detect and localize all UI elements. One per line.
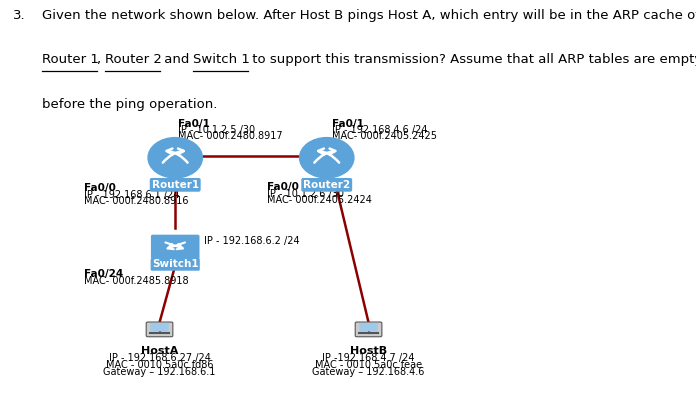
Text: IP - 192.168.6.1 /24: IP - 192.168.6.1 /24 bbox=[84, 189, 180, 200]
Text: MAC - 0010.5a0c.fd86: MAC - 0010.5a0c.fd86 bbox=[106, 360, 213, 370]
Text: Router 2: Router 2 bbox=[105, 53, 162, 66]
Text: Fa0/1: Fa0/1 bbox=[177, 119, 209, 129]
Text: before the ping operation.: before the ping operation. bbox=[42, 98, 217, 111]
Text: Switch1: Switch1 bbox=[152, 259, 198, 270]
Circle shape bbox=[148, 138, 203, 178]
FancyBboxPatch shape bbox=[355, 322, 382, 337]
Text: 3.: 3. bbox=[13, 9, 26, 22]
Text: Switch 1: Switch 1 bbox=[193, 53, 250, 66]
Text: IP - 10.1.2.6 /30: IP - 10.1.2.6 /30 bbox=[267, 189, 344, 199]
Text: Fa0/0: Fa0/0 bbox=[267, 182, 299, 192]
Text: HostA: HostA bbox=[141, 346, 178, 356]
Text: Gateway – 192.168.4.6: Gateway – 192.168.4.6 bbox=[313, 367, 425, 376]
Circle shape bbox=[299, 138, 354, 178]
Text: Given the network shown below. After Host B pings Host A, which entry will be in: Given the network shown below. After Hos… bbox=[42, 9, 696, 22]
Text: IP - 192.168.4.6 /24: IP - 192.168.4.6 /24 bbox=[332, 125, 427, 134]
FancyBboxPatch shape bbox=[146, 322, 173, 337]
Text: IP - 192.168.6.27 /24: IP - 192.168.6.27 /24 bbox=[109, 353, 210, 364]
Text: Router2: Router2 bbox=[303, 180, 350, 190]
FancyBboxPatch shape bbox=[359, 323, 378, 331]
Text: MAC- 000f.2405.2424: MAC- 000f.2405.2424 bbox=[267, 195, 372, 205]
Text: and: and bbox=[160, 53, 194, 66]
Text: Router1: Router1 bbox=[152, 180, 199, 190]
Text: MAC- 000f.2405.2425: MAC- 000f.2405.2425 bbox=[332, 131, 437, 141]
Text: Fa0/24: Fa0/24 bbox=[84, 269, 123, 279]
Text: Fa0/0: Fa0/0 bbox=[84, 183, 116, 193]
Text: MAC- 000f.2485.8918: MAC- 000f.2485.8918 bbox=[84, 276, 189, 286]
Text: IP - 192.168.6.2 /24: IP - 192.168.6.2 /24 bbox=[204, 236, 299, 246]
FancyBboxPatch shape bbox=[151, 235, 200, 259]
FancyBboxPatch shape bbox=[150, 323, 168, 331]
Text: MAC - 0010.5a0c.feae: MAC - 0010.5a0c.feae bbox=[315, 360, 422, 370]
Text: IP - 10.1.2.5 /30: IP - 10.1.2.5 /30 bbox=[177, 125, 255, 134]
Text: Gateway – 192.168.6.1: Gateway – 192.168.6.1 bbox=[103, 367, 216, 376]
Text: to support this transmission? Assume that all ARP tables are empty: to support this transmission? Assume tha… bbox=[248, 53, 696, 66]
Text: MAC- 000f.2480.8917: MAC- 000f.2480.8917 bbox=[177, 131, 283, 141]
Text: Fa0/1: Fa0/1 bbox=[332, 119, 364, 129]
Text: HostB: HostB bbox=[350, 346, 387, 356]
Text: Router 1: Router 1 bbox=[42, 53, 99, 66]
Text: MAC- 000f.2480.8916: MAC- 000f.2480.8916 bbox=[84, 196, 188, 206]
Text: ,: , bbox=[97, 53, 105, 66]
Text: IP -192.168.4.7 /24: IP -192.168.4.7 /24 bbox=[322, 353, 415, 364]
